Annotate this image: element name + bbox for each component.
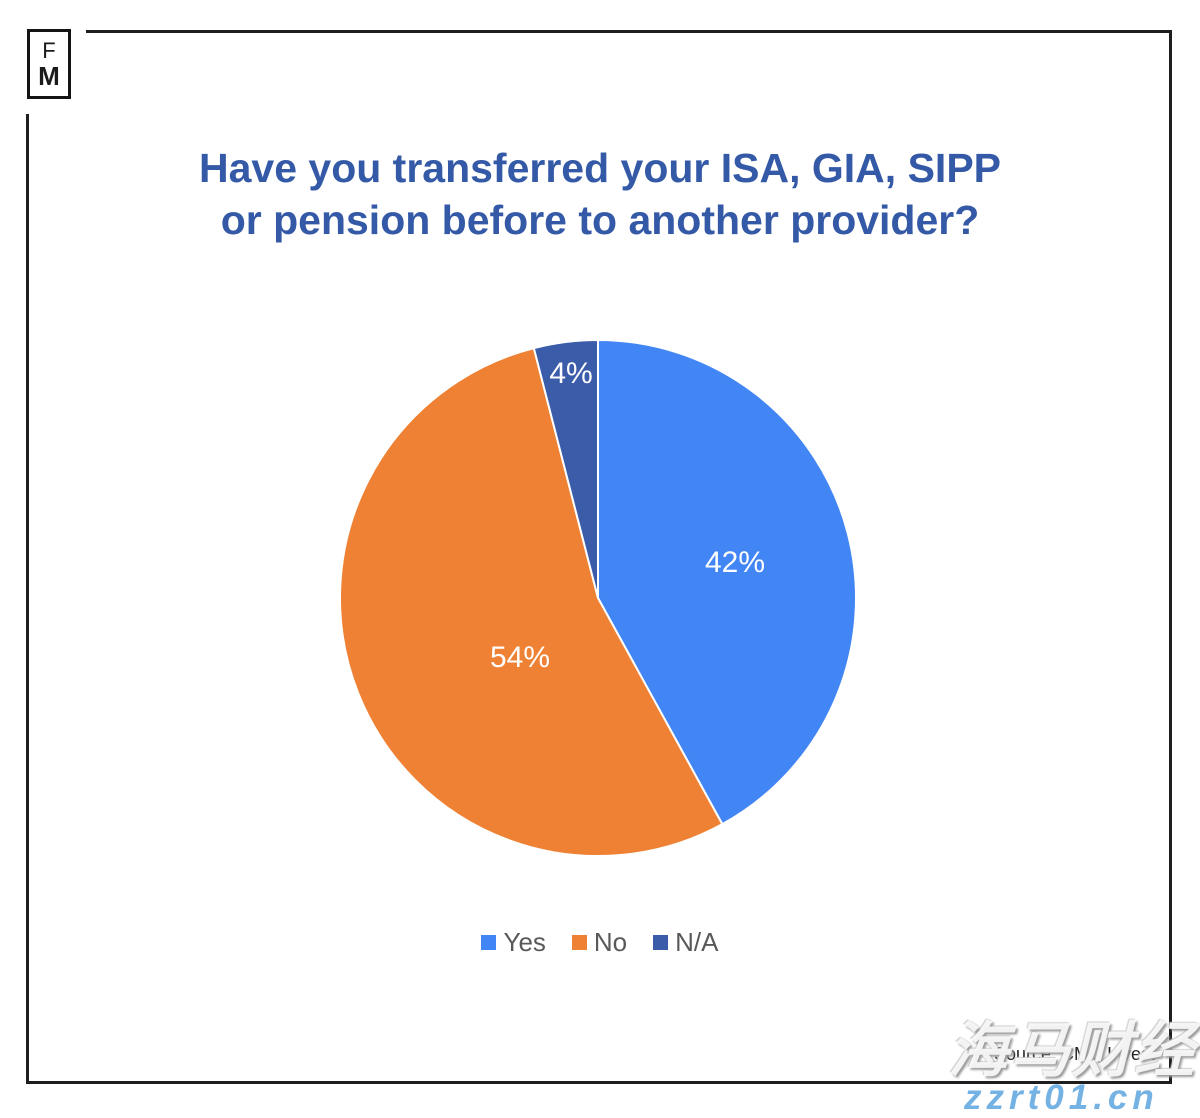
legend-item-no: No	[571, 927, 628, 958]
legend-swatch-na	[653, 935, 669, 950]
slice-label-no: 54%	[489, 641, 551, 674]
legend-label-na: N/A	[675, 927, 719, 957]
logo-letter-m: M	[38, 60, 60, 91]
pie-slice-yes	[597, 338, 857, 826]
legend-swatch-no	[571, 935, 587, 950]
legend-label-yes: Yes	[503, 927, 546, 957]
pie-slice-no	[339, 346, 724, 857]
watermark-url: zzrt01.cn	[964, 1078, 1159, 1117]
pie-chart	[339, 338, 857, 857]
fm-logo: F M	[27, 29, 71, 99]
chart-legend: Yes No N/A	[0, 927, 1200, 958]
legend-item-na: N/A	[653, 927, 719, 958]
pie-slice-na	[532, 338, 599, 599]
pie-chart-area	[338, 338, 858, 858]
border-frame	[26, 30, 1172, 1084]
slice-label-yes: 42%	[704, 546, 766, 579]
source-caption: Source: CMC Invest	[993, 1044, 1155, 1064]
chart-title: Have you transferred your ISA, GIA, SIPP…	[198, 145, 1002, 243]
legend-item-yes: Yes	[481, 927, 546, 958]
watermark-chinese: 海马财经	[948, 1017, 1196, 1084]
legend-label-no: No	[593, 927, 628, 957]
legend-swatch-yes	[481, 935, 497, 950]
logo-letter-f: F	[42, 37, 56, 63]
slice-label-na: 4%	[549, 357, 593, 390]
